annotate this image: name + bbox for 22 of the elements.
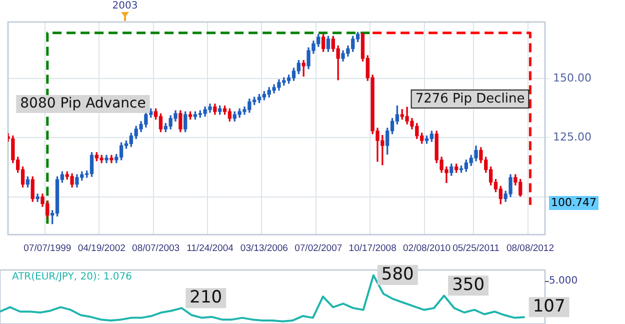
x-tick-label: 05/25/2011 [452,242,500,254]
y-tick-label: 125.00 [553,130,592,144]
data-label: 580 [381,264,414,284]
data-label: 107 [532,296,566,317]
data-label: 350 [452,275,485,296]
x-tick-label: 11/24/2004 [186,242,234,254]
x-tick-label: 04/19/2002 [78,242,126,254]
x-tick-label: 03/13/2006 [240,242,288,254]
x-tick-label: 08/08/2012 [506,242,554,254]
y-tick-label: 150.00 [553,72,592,85]
chart-title: ATR(EUR/JPY, 20): 1.076 [12,272,132,283]
x-tick-label: 07/02/2007 [294,242,342,254]
annotation: 8080 Pip Advance [20,96,146,112]
x-tick-label: 07/07/1999 [24,242,72,254]
x-tick-label: 02/08/2010 [402,242,451,254]
text: 100.747 [551,196,596,209]
text: 2003 [112,0,138,12]
x-tick-label: 08/07/2003 [132,242,180,254]
annotation: 7276 Pip Decline [415,91,525,106]
text: 5.000 [549,276,578,287]
data-label: 210 [190,287,222,308]
x-tick-label: 10/17/2008 [348,242,396,254]
